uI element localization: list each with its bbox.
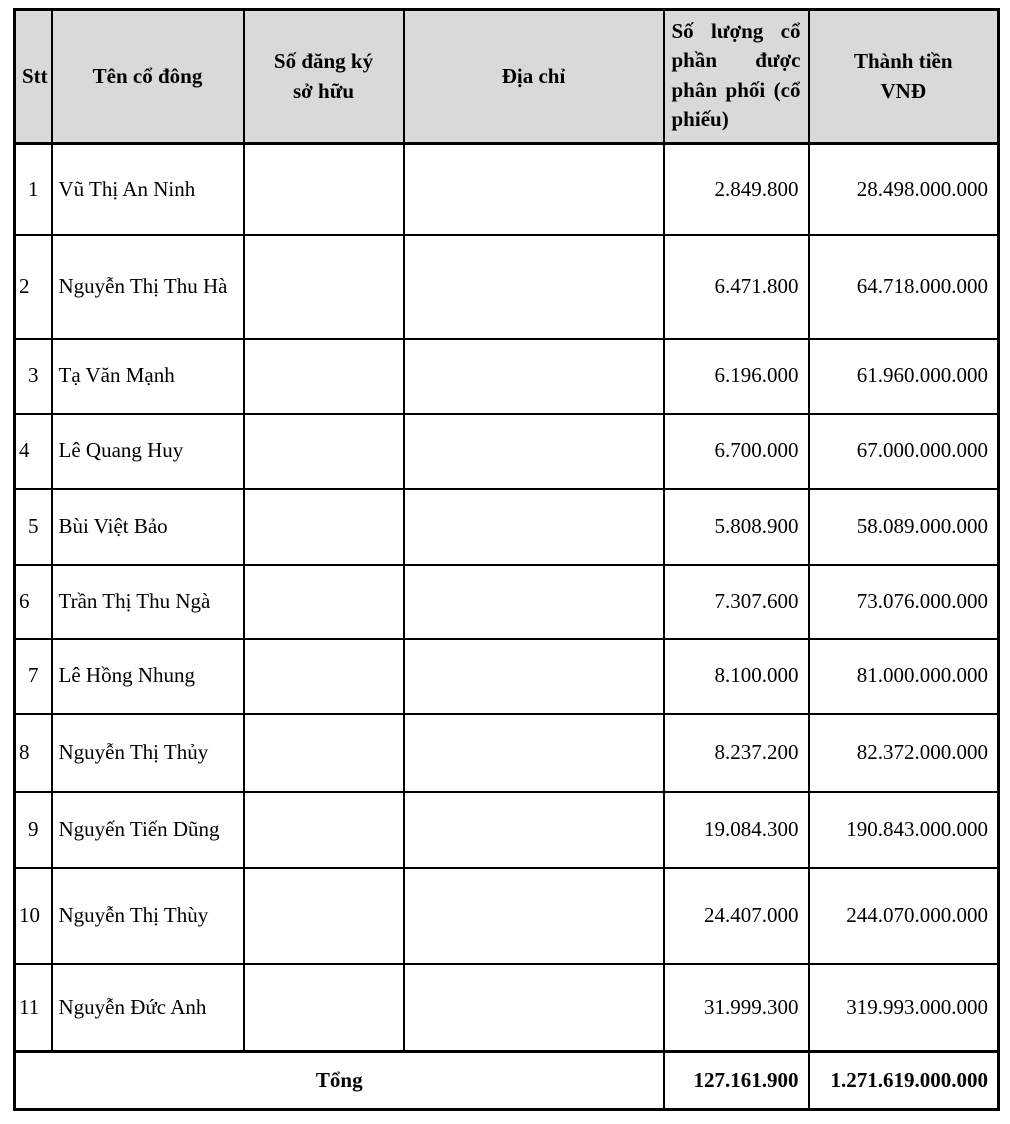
shareholder-allocation-table: Stt Tên cổ đông Số đăng ký sở hữu Địa ch… xyxy=(13,8,1000,1111)
shares-cell: 6.196.000 xyxy=(662,337,810,415)
address-cell xyxy=(402,487,665,566)
shareholder-name-cell: Bùi Việt Bảo xyxy=(50,487,245,566)
amount-cell: 67.000.000.000 xyxy=(807,412,1000,490)
total-row: Tổng 127.161.900 1.271.619.000.000 xyxy=(13,1050,1000,1111)
stt-cell: 10 xyxy=(13,866,53,965)
stt-cell: 2 xyxy=(13,233,53,340)
table-row: 3 Tạ Văn Mạnh 6.196.000 61.960.000.000 xyxy=(13,337,1000,415)
registration-cell xyxy=(242,790,405,869)
total-label: Tổng xyxy=(13,1050,665,1111)
shares-cell: 19.084.300 xyxy=(662,790,810,869)
address-cell xyxy=(402,563,665,640)
header-reg-number: Số đăng ký sở hữu xyxy=(242,8,405,145)
shares-cell: 8.237.200 xyxy=(662,712,810,793)
table-row: 11 Nguyễn Đức Anh 31.999.300 319.993.000.00… xyxy=(13,962,1000,1053)
address-cell xyxy=(402,233,665,340)
amount-cell: 81.000.000.000 xyxy=(807,637,1000,715)
amount-cell: 319.993.000.000 xyxy=(807,962,1000,1053)
address-cell xyxy=(402,412,665,490)
table-row: 10 Nguyễn Thị Thùy 24.407.000 244.070.000.0… xyxy=(13,866,1000,965)
stt-cell: 11 xyxy=(13,962,53,1053)
stt-cell: 3 xyxy=(13,337,53,415)
amount-cell: 58.089.000.000 xyxy=(807,487,1000,566)
amount-cell: 28.498.000.000 xyxy=(807,142,1000,236)
shareholder-name-cell: Lê Hồng Nhung xyxy=(50,637,245,715)
table-row: 7 Lê Hồng Nhung 8.100.000 81.000.000.000 xyxy=(13,637,1000,715)
header-shares: Số lượng cổ phần được phân phối (cổ phiế… xyxy=(662,8,810,145)
shareholder-name-cell: Nguyễn Đức Anh xyxy=(50,962,245,1053)
amount-cell: 82.372.000.000 xyxy=(807,712,1000,793)
registration-cell xyxy=(242,637,405,715)
table-row: 2 Nguyễn Thị Thu Hà 6.471.800 64.718.000.00… xyxy=(13,233,1000,340)
shares-cell: 6.700.000 xyxy=(662,412,810,490)
stt-cell: 6 xyxy=(13,563,53,640)
registration-cell xyxy=(242,142,405,236)
shareholder-name-cell: Nguyễn Thị Thu Hà xyxy=(50,233,245,340)
address-cell xyxy=(402,337,665,415)
total-shares: 127.161.900 xyxy=(662,1050,810,1111)
address-cell xyxy=(402,866,665,965)
shares-cell: 24.407.000 xyxy=(662,866,810,965)
table-body: 1 Vũ Thị An Ninh 2.849.800 28.498.000.000 2 N… xyxy=(13,142,1000,1053)
shareholder-name-cell: Lê Quang Huy xyxy=(50,412,245,490)
registration-cell xyxy=(242,233,405,340)
address-cell xyxy=(402,790,665,869)
shareholder-name-cell: Trần Thị Thu Ngà xyxy=(50,563,245,640)
stt-cell: 8 xyxy=(13,712,53,793)
shares-cell: 8.100.000 xyxy=(662,637,810,715)
address-cell xyxy=(402,637,665,715)
shares-cell: 7.307.600 xyxy=(662,563,810,640)
stt-cell: 1 xyxy=(13,142,53,236)
amount-cell: 244.070.000.000 xyxy=(807,866,1000,965)
header-address: Địa chỉ xyxy=(402,8,665,145)
header-name: Tên cổ đông xyxy=(50,8,245,145)
registration-cell xyxy=(242,866,405,965)
shares-cell: 6.471.800 xyxy=(662,233,810,340)
header-row: Stt Tên cổ đông Số đăng ký sở hữu Địa ch… xyxy=(13,8,1000,145)
shareholder-name-cell: Nguyễn Thị Thủy xyxy=(50,712,245,793)
table-row: 9 Nguyến Tiến Dũng 19.084.300 190.843.000.0… xyxy=(13,790,1000,869)
shares-cell: 2.849.800 xyxy=(662,142,810,236)
shareholder-name-cell: Vũ Thị An Ninh xyxy=(50,142,245,236)
table-row: 1 Vũ Thị An Ninh 2.849.800 28.498.000.000 xyxy=(13,142,1000,236)
stt-cell: 9 xyxy=(13,790,53,869)
shareholder-name-cell: Nguyễn Thị Thùy xyxy=(50,866,245,965)
table-row: 4 Lê Quang Huy 6.700.000 67.000.000.000 xyxy=(13,412,1000,490)
stt-cell: 5 xyxy=(13,487,53,566)
registration-cell xyxy=(242,487,405,566)
address-cell xyxy=(402,712,665,793)
registration-cell xyxy=(242,712,405,793)
amount-cell: 61.960.000.000 xyxy=(807,337,1000,415)
table-row: 5 Bùi Việt Bảo 5.808.900 58.089.000.000 xyxy=(13,487,1000,566)
shares-cell: 5.808.900 xyxy=(662,487,810,566)
registration-cell xyxy=(242,337,405,415)
address-cell xyxy=(402,142,665,236)
shareholder-name-cell: Tạ Văn Mạnh xyxy=(50,337,245,415)
amount-cell: 190.843.000.000 xyxy=(807,790,1000,869)
header-amount: Thành tiền VNĐ xyxy=(807,8,1000,145)
amount-cell: 64.718.000.000 xyxy=(807,233,1000,340)
table-header: Stt Tên cổ đông Số đăng ký sở hữu Địa ch… xyxy=(13,8,1000,145)
shares-cell: 31.999.300 xyxy=(662,962,810,1053)
address-cell xyxy=(402,962,665,1053)
registration-cell xyxy=(242,412,405,490)
total-amount: 1.271.619.000.000 xyxy=(807,1050,1000,1111)
header-stt: Stt xyxy=(13,8,53,145)
stt-cell: 7 xyxy=(13,637,53,715)
table-footer: Tổng 127.161.900 1.271.619.000.000 xyxy=(13,1050,1000,1111)
table-row: 8 Nguyễn Thị Thủy 8.237.200 82.372.000.000 xyxy=(13,712,1000,793)
registration-cell xyxy=(242,563,405,640)
amount-cell: 73.076.000.000 xyxy=(807,563,1000,640)
table-row: 6 Trần Thị Thu Ngà 7.307.600 73.076.000.000 xyxy=(13,563,1000,640)
stt-cell: 4 xyxy=(13,412,53,490)
shareholder-name-cell: Nguyến Tiến Dũng xyxy=(50,790,245,869)
registration-cell xyxy=(242,962,405,1053)
